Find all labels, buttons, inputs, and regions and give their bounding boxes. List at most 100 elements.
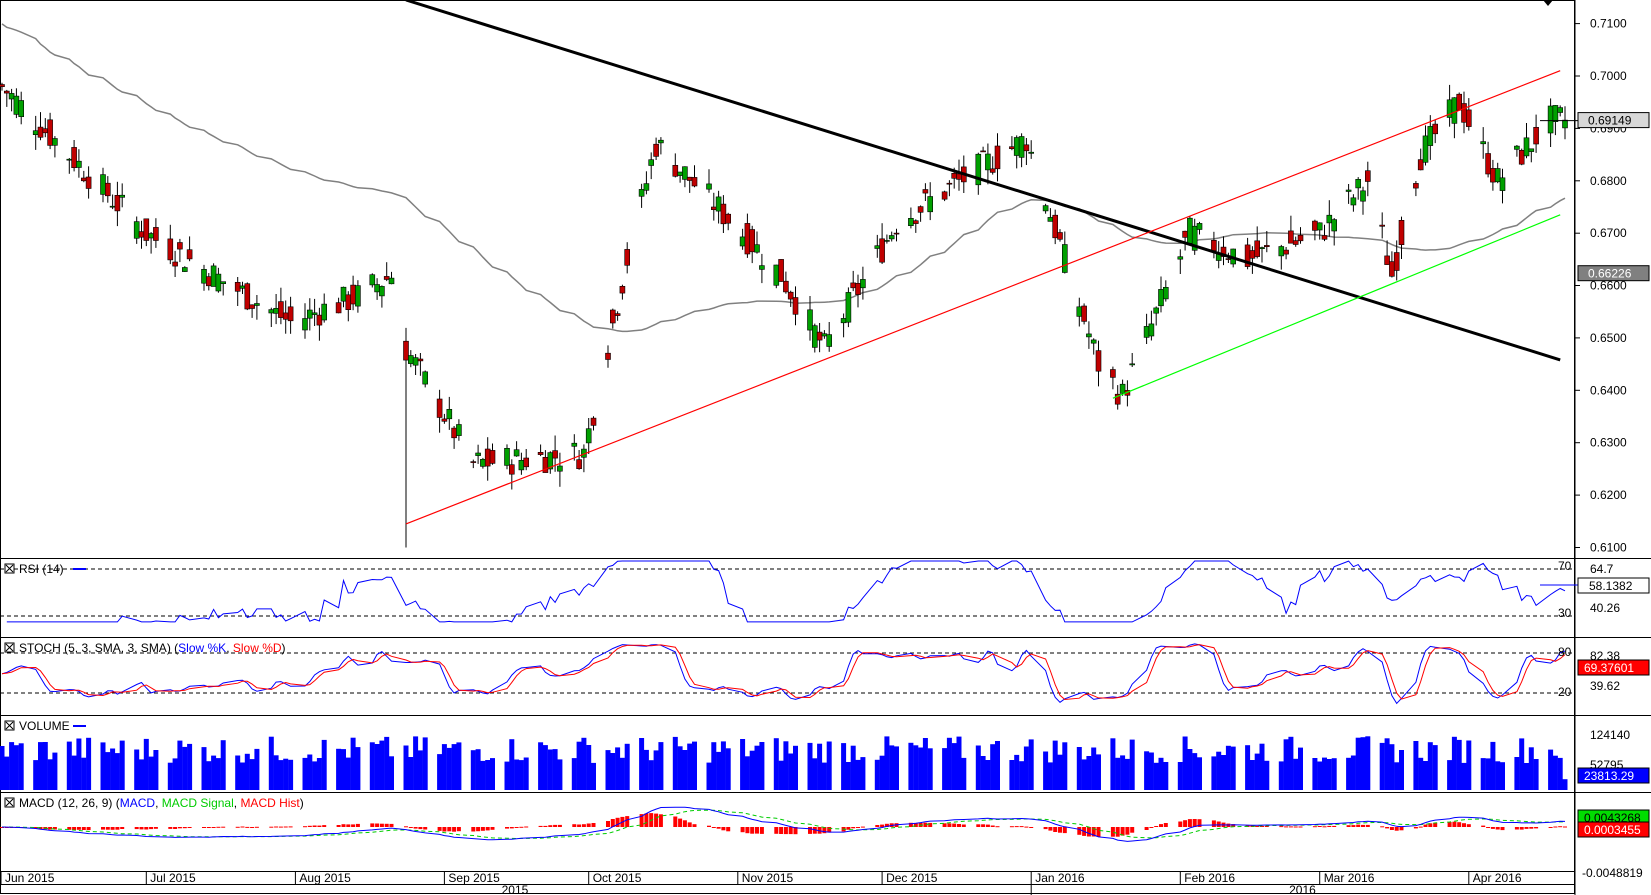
candle-body — [1182, 230, 1188, 238]
volume-bar — [110, 748, 116, 790]
volume-bar — [1427, 742, 1433, 790]
volume-bar — [1485, 758, 1491, 790]
macd-hist-bar — [644, 813, 649, 827]
volume-bar — [42, 742, 48, 790]
volume-bar — [571, 758, 577, 790]
candle-body — [268, 309, 275, 314]
candle-body — [417, 358, 424, 362]
volume-bar — [1346, 757, 1352, 790]
volume-bar — [119, 740, 125, 790]
macd-hist-bar — [1389, 827, 1394, 830]
volume-bar — [1052, 740, 1058, 790]
volume-bar — [1432, 745, 1438, 790]
candle-body — [927, 196, 934, 213]
candle-body — [1283, 249, 1289, 255]
candle-body — [76, 160, 82, 168]
macd-hist-bar — [658, 814, 663, 827]
candle-body — [105, 182, 111, 197]
candle-body — [1259, 247, 1265, 250]
candle-body — [177, 242, 183, 250]
macd-hist-bar — [851, 827, 856, 829]
volume-bar — [1110, 738, 1116, 790]
rsi-title: RSI (14) — [4, 562, 86, 576]
volume-bar — [711, 742, 717, 790]
candle-body — [821, 333, 828, 337]
macd-hist-bar — [437, 827, 442, 831]
macd-hist-bar — [67, 827, 72, 830]
volume-bar — [451, 744, 457, 790]
macd-hist-bar — [538, 825, 543, 827]
stoch-d-legend: Slow %D — [233, 641, 282, 655]
volume-bar — [855, 759, 861, 790]
macd-hist-bar — [452, 827, 457, 832]
rsi-level-30: 30 — [1558, 606, 1572, 620]
macd-hist-bar — [240, 826, 245, 828]
macd-hist-bar — [846, 827, 851, 830]
volume-bar — [860, 757, 866, 790]
volume-bar — [990, 744, 996, 790]
candle-body — [826, 334, 833, 347]
candle-body — [1355, 179, 1361, 189]
candle-body — [1393, 252, 1400, 271]
candle-body — [436, 398, 443, 418]
macd-hist-bar — [1154, 826, 1159, 827]
macd-hist-bar — [1255, 825, 1260, 827]
macd-hist-bar — [1298, 826, 1303, 828]
candle-body — [1018, 136, 1025, 158]
candle-body — [513, 449, 520, 457]
macd-hist-bar — [519, 826, 524, 828]
macd-signal-legend: MACD Signal — [162, 796, 234, 810]
macd-hist-bar — [1014, 826, 1019, 828]
volume-bar — [456, 742, 462, 790]
macd-hist-bar — [606, 821, 610, 827]
macd-hist-bar — [860, 826, 865, 828]
rsi-close-cross — [5, 564, 14, 573]
candle-body — [922, 189, 929, 194]
macd-hist-bar — [317, 825, 322, 827]
macd-hist-bar — [384, 823, 389, 827]
candle-body — [1114, 393, 1121, 405]
macd-hist-bar — [654, 813, 659, 827]
volume-bar — [13, 745, 19, 790]
macd-hist-bar — [793, 827, 798, 835]
macd-hist-bar — [985, 824, 990, 827]
candle-body — [1514, 145, 1520, 150]
macd-hist-bar — [471, 827, 476, 832]
volume-bar — [235, 755, 241, 790]
macd-hist-bar — [1048, 827, 1053, 831]
macd-hist-bar — [1163, 823, 1168, 827]
macd-hist-bar — [336, 825, 341, 827]
macd-hist-bar — [245, 826, 250, 828]
candle-body — [1422, 135, 1429, 163]
volume-bar — [441, 744, 447, 790]
volume-panel — [0, 736, 1568, 790]
candle-body — [278, 301, 284, 318]
candle-body — [1518, 150, 1525, 165]
candle-body — [1432, 123, 1438, 135]
price-tick-label: 0.6200 — [1590, 488, 1627, 502]
macd-hist-bar — [716, 827, 721, 829]
volume-bar — [1495, 761, 1501, 790]
candle-body — [153, 227, 159, 241]
candle-body — [884, 240, 890, 242]
month-label: Mar 2016 — [1324, 871, 1375, 885]
macd-hist-bar — [812, 827, 817, 834]
candle-body — [1321, 235, 1328, 240]
month-label: Apr 2016 — [1473, 871, 1522, 885]
volume-bar — [1360, 737, 1366, 790]
volume-bar — [384, 736, 390, 790]
macd-hist-bar — [1279, 826, 1284, 828]
volume-bar — [1197, 757, 1202, 790]
volume-bar — [302, 757, 308, 790]
volume-bar — [307, 754, 313, 790]
candle-body — [1249, 250, 1256, 259]
trendline-1 — [405, 70, 1561, 525]
volume-bar — [490, 758, 495, 790]
macd-hist-bar — [72, 827, 77, 830]
macd-hist-bar — [509, 827, 514, 829]
candle-body — [638, 189, 645, 197]
macd-hist-bar — [581, 824, 586, 827]
macd-line — [1, 806, 1566, 842]
macd-hist-bar — [745, 827, 750, 834]
macd-hist-bar — [1024, 826, 1029, 828]
